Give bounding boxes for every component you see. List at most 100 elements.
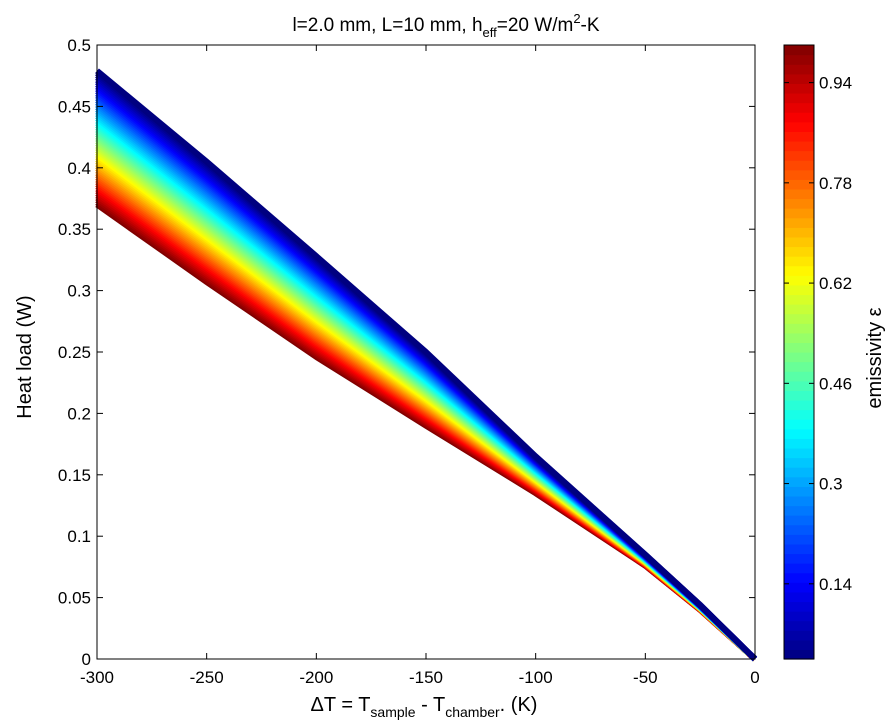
colorbar-band [784, 83, 814, 94]
plot-area: -300 -250 -200 -150 -100 -50 0 0 0.05 0.1 0.15 0.2… [58, 36, 760, 687]
colorbar-band [784, 217, 814, 228]
colorbar-band [784, 495, 814, 507]
colorbar-band [784, 620, 814, 631]
y-tick-label: 0 [82, 650, 91, 669]
colorbar-band [784, 639, 814, 650]
colorbar-band [784, 246, 814, 257]
colorbar-band [784, 102, 814, 113]
colorbar-band [784, 611, 814, 622]
colorbar-band [784, 140, 814, 152]
colorbar-band [784, 534, 814, 545]
colorbar-band [784, 342, 814, 353]
colorbar-band [784, 371, 814, 382]
colorbar-band [784, 572, 814, 583]
colorbar-band [784, 54, 814, 65]
y-tick-label: 0.15 [58, 466, 91, 485]
colorbar-gradient [784, 45, 814, 660]
colorbar-band [784, 467, 814, 478]
colorbar-band [784, 428, 814, 439]
y-tick-label: 0.45 [58, 97, 91, 116]
y-axis-title: Heat load (W) [14, 295, 36, 418]
colorbar-band [784, 486, 814, 497]
colorbar: 0.14 0.3 0.46 0.62 0.78 0.94 emissivity ε [783, 44, 886, 660]
emissivity-band [95, 68, 758, 662]
colorbar-band [784, 438, 814, 449]
colorbar-band [784, 304, 814, 315]
colorbar-band [784, 563, 814, 574]
colorbar-band [784, 505, 814, 516]
x-tick-label: -100 [519, 668, 553, 687]
colorbar-band [784, 92, 814, 104]
colorbar-band [784, 236, 814, 248]
y-axis: 0 0.05 0.1 0.15 0.2 0.25 0.3 0.35 0.4 0.45 0.5 [58, 36, 755, 669]
colorbar-band [784, 630, 814, 641]
colorbar-band [784, 265, 814, 276]
colorbar-band [784, 409, 814, 420]
y-tick-label: 0.3 [67, 282, 91, 301]
chart-title: l=2.0 mm, L=10 mm, heff=20 W/m2-K [292, 11, 599, 40]
colorbar-tick-label: 0.94 [819, 74, 852, 93]
colorbar-band [784, 313, 814, 324]
colorbar-band [784, 256, 814, 267]
x-tick-label: -200 [299, 668, 333, 687]
y-tick-label: 0.35 [58, 220, 91, 239]
colorbar-band [784, 476, 814, 487]
colorbar-band [784, 361, 814, 372]
x-axis-title-subscript: sample [370, 704, 415, 720]
title-subscript: eff [483, 25, 498, 40]
x-tick-label: -150 [409, 668, 443, 687]
colorbar-band [784, 284, 814, 296]
colorbar-tick-label: 0.62 [819, 274, 852, 293]
colorbar-tick-label: 0.14 [819, 575, 852, 594]
colorbar-band [784, 390, 814, 401]
colorbar-band [784, 649, 814, 660]
colorbar-band [784, 112, 814, 123]
colorbar-band [784, 64, 814, 75]
colorbar-tick-label: 0.46 [819, 374, 852, 393]
colorbar-band [784, 582, 814, 593]
y-tick-label: 0.2 [67, 404, 91, 423]
colorbar-band [784, 457, 814, 468]
x-tick-label: 0 [750, 668, 759, 687]
colorbar-band [784, 227, 814, 238]
x-axis-title-subscript: chamber [445, 704, 500, 720]
y-tick-label: 0.5 [67, 36, 91, 55]
y-tick-label: 0.4 [67, 159, 91, 178]
x-axis: -300 -250 -200 -150 -100 -50 0 [80, 45, 760, 687]
colorbar-band [784, 73, 814, 84]
colorbar-band [784, 332, 814, 343]
colorbar-band [784, 352, 814, 363]
colorbar-band [784, 275, 814, 286]
colorbar-band [784, 294, 814, 305]
colorbar-frame [783, 44, 815, 660]
colorbar-band [784, 399, 814, 411]
colorbar-band [784, 323, 814, 334]
colorbar-band [784, 591, 814, 603]
colorbar-label: emissivity ε [864, 307, 886, 408]
colorbar-tick-label: 0.78 [819, 174, 852, 193]
colorbar-band [784, 169, 814, 180]
colorbar-band [784, 188, 814, 200]
colorbar-band [784, 179, 814, 190]
colorbar-band [784, 380, 814, 391]
x-tick-label: -300 [80, 668, 114, 687]
title-superscript: 2 [573, 11, 580, 26]
colorbar-band [784, 524, 814, 535]
colorbar-band [784, 208, 814, 219]
colorbar-tick-label: 0.3 [819, 475, 843, 494]
colorbar-band [784, 150, 814, 161]
emissivity-line [95, 68, 758, 662]
colorbar-band [784, 121, 814, 132]
colorbar-band [784, 601, 814, 612]
y-tick-label: 0.05 [58, 589, 91, 608]
colorbar-band [784, 447, 814, 459]
y-tick-label: 0.1 [67, 527, 91, 546]
colorbar-band [784, 198, 814, 209]
colorbar-band [784, 131, 814, 142]
colorbar-band [784, 160, 814, 171]
colorbar-axis: 0.14 0.3 0.46 0.62 0.78 0.94 [784, 74, 852, 594]
colorbar-band [784, 419, 814, 430]
x-tick-label: -250 [190, 668, 224, 687]
x-axis-title: ΔT = Tsample - Tchamber. (K) [311, 694, 538, 720]
